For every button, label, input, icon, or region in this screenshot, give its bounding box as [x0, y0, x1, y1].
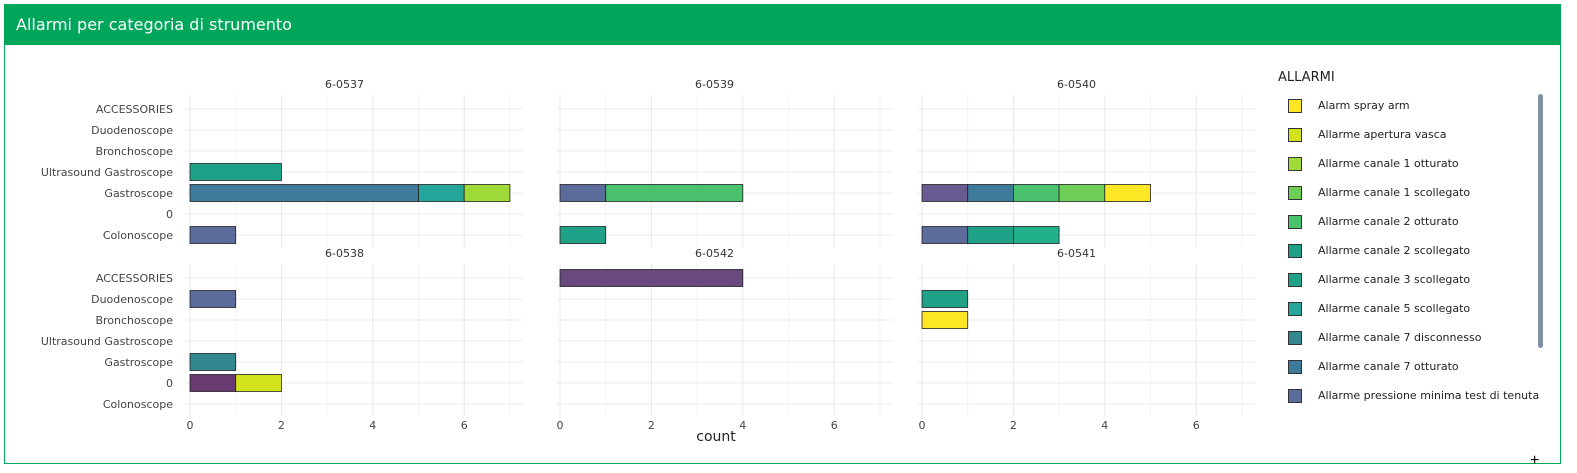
legend-swatch: [1288, 302, 1302, 316]
legend-swatch: [1288, 273, 1302, 287]
y-tick-label: Bronchoscope: [95, 314, 173, 327]
box-title: Allarmi per categoria di strumento: [5, 5, 1560, 45]
chart-box: Allarmi per categoria di strumento 6-053…: [4, 4, 1561, 464]
y-tick-label: Colonoscope: [103, 229, 173, 242]
legend-label: Allarme canale 7 otturato: [1318, 360, 1459, 373]
legend-label: Allarme canale 2 scollegato: [1318, 244, 1471, 257]
y-tick-label: Gastroscope: [104, 187, 173, 200]
x-tick-label: 4: [1101, 419, 1108, 432]
panel-title: 6-0538: [325, 247, 364, 260]
x-tick-label: 4: [739, 419, 746, 432]
bar-segment: [189, 184, 419, 202]
bar-segment: [418, 184, 465, 202]
x-tick-label: 2: [1010, 419, 1017, 432]
legend-swatch: [1288, 389, 1302, 403]
x-tick-label: 2: [648, 419, 655, 432]
y-tick-label: 0: [166, 377, 173, 390]
bar-segment: [235, 374, 282, 392]
y-tick-label: Duodenoscope: [91, 124, 173, 137]
legend-label: Allarme canale 2 otturato: [1318, 215, 1459, 228]
legend-label: Allarme pressione minima test di tenuta: [1318, 389, 1540, 402]
bar-segment: [967, 226, 1014, 244]
bar-segment: [921, 311, 969, 329]
bar-segment: [1013, 226, 1060, 244]
y-tick-label: ACCESSORIES: [96, 272, 173, 285]
bar-segment: [1058, 184, 1106, 202]
bar-segment: [921, 184, 969, 202]
y-tick-label: Ultrasound Gastroscope: [41, 335, 173, 348]
legend-label: Allarme apertura vasca: [1318, 128, 1447, 141]
panel-title: 6-0537: [325, 78, 364, 91]
bar-segment: [189, 353, 237, 371]
y-tick-label: Bronchoscope: [95, 145, 173, 158]
panel-title: 6-0539: [695, 78, 734, 91]
y-tick-label: Gastroscope: [104, 356, 173, 369]
panel-title: 6-0541: [1057, 247, 1096, 260]
faceted-bar-chart: 6-0537 ACCESSORIES Duodenoscope Bronchoscop…: [41, 78, 1255, 445]
legend-label: Allarme canale 5 scollegato: [1318, 302, 1471, 315]
bar-segment: [967, 184, 1014, 202]
legend-label: Allarme canale 7 disconnesso: [1318, 331, 1482, 344]
bar-segment: [189, 290, 237, 308]
legend-swatch: [1288, 331, 1302, 345]
bar-segment: [1013, 184, 1060, 202]
y-tick-label: ACCESSORIES: [96, 103, 173, 116]
x-tick-label: 4: [369, 419, 376, 432]
legend-swatch: [1288, 186, 1302, 200]
y-tick-label: Colonoscope: [103, 398, 173, 411]
legend-label: Allarme canale 3 scollegato: [1318, 273, 1471, 286]
bar-segment: [189, 226, 237, 244]
x-tick-label: 0: [557, 419, 564, 432]
y-tick-label: 0: [166, 208, 173, 221]
bar-segment: [189, 374, 237, 392]
panel-title: 6-0540: [1057, 78, 1096, 91]
bar-segment: [559, 269, 744, 287]
legend-swatch: [1288, 360, 1302, 374]
legend-label: Allarme canale 1 otturato: [1318, 157, 1459, 170]
bar-segment: [921, 290, 969, 308]
x-tick-label: 0: [187, 419, 194, 432]
bar-segment: [463, 184, 511, 202]
x-tick-label: 0: [919, 419, 926, 432]
bar-segment: [605, 184, 744, 202]
bar-segment: [559, 184, 607, 202]
legend-swatch: [1288, 244, 1302, 258]
bar-segment: [921, 226, 969, 244]
legend-label: Alarm spray arm: [1318, 99, 1410, 112]
resize-handle-icon[interactable]: +: [1530, 452, 1540, 469]
x-axis-label: count: [696, 429, 736, 445]
legend-title: ALLARMI: [1278, 70, 1335, 85]
bar-segment: [559, 226, 607, 244]
x-tick-label: 6: [831, 419, 838, 432]
panel-title: 6-0542: [695, 247, 734, 260]
x-tick-label: 6: [1193, 419, 1200, 432]
legend-swatch: [1288, 99, 1302, 113]
legend-label: Allarme canale 1 scollegato: [1318, 186, 1471, 199]
chart-legend: ALLARMI Alarm spray arm Allarme apertura …: [1276, 67, 1541, 407]
y-tick-label: Duodenoscope: [91, 293, 173, 306]
y-tick-label: Ultrasound Gastroscope: [41, 166, 173, 179]
legend-swatch: [1288, 215, 1302, 229]
legend-scrollbar[interactable]: [1538, 94, 1543, 348]
legend-swatch: [1288, 128, 1302, 142]
x-tick-label: 6: [461, 419, 468, 432]
bar-segment: [189, 163, 282, 181]
x-tick-label: 2: [278, 419, 285, 432]
legend-swatch: [1288, 157, 1302, 171]
bar-segment: [1104, 184, 1151, 202]
